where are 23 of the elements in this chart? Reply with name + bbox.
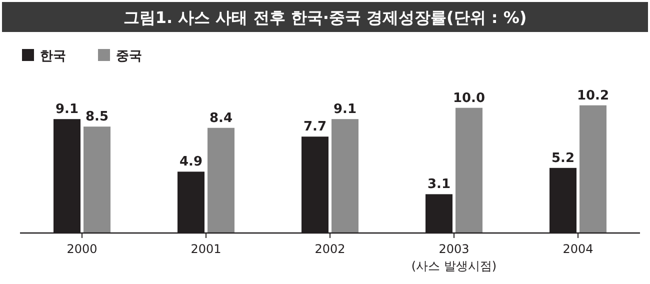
chart-title: 그림1. 사스 사태 전후 한국·중국 경제성장률(단위 : %) <box>123 8 527 27</box>
x-tick-label: 2004 <box>562 242 594 256</box>
data-label: 8.4 <box>209 110 233 126</box>
data-label: 10.0 <box>452 90 486 106</box>
bar <box>208 128 234 233</box>
legend-label: 중국 <box>116 49 142 64</box>
bar <box>84 126 110 233</box>
data-label: 9.1 <box>55 102 79 118</box>
x-tick-label: 2002 <box>314 242 346 256</box>
data-label: 7.7 <box>303 120 327 135</box>
bar <box>580 105 606 233</box>
bar <box>456 108 482 233</box>
x-tick-label: 2001 <box>190 242 222 256</box>
bar <box>332 119 358 233</box>
data-label: 9.1 <box>333 102 357 118</box>
data-label: 5.2 <box>551 150 575 166</box>
data-label: 3.1 <box>427 177 451 192</box>
data-label: 8.5 <box>85 110 109 125</box>
x-tick-label: 2000 <box>66 242 98 256</box>
data-label: 4.9 <box>179 154 203 170</box>
legend-label: 한국 <box>40 49 66 64</box>
x-tick-label: 2003 (사스 발생시점) <box>411 242 497 273</box>
data-label: 10.2 <box>576 88 610 104</box>
